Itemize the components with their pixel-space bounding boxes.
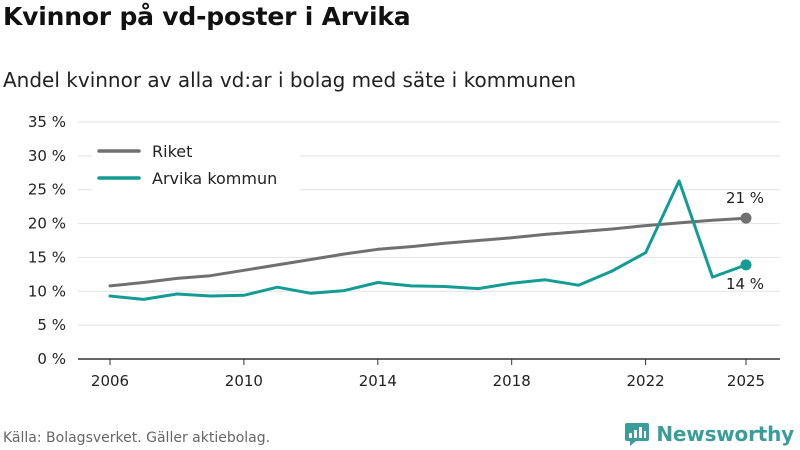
chart-title: Kvinnor på vd-poster i Arvika — [3, 2, 411, 31]
y-tick-label: 10 % — [28, 282, 66, 300]
x-tick-label: 2022 — [626, 372, 664, 390]
chart-subtitle: Andel kvinnor av alla vd:ar i bolag med … — [3, 68, 576, 92]
x-tick-label: 2025 — [727, 372, 765, 390]
x-tick-label: 2010 — [225, 372, 263, 390]
y-tick-label: 20 % — [28, 215, 66, 233]
end-label-riket: 21 % — [726, 189, 764, 207]
end-label-arvika: 14 % — [726, 275, 764, 293]
legend-label: Riket — [152, 142, 192, 161]
end-point-riket — [740, 212, 752, 224]
newsworthy-logo-icon — [625, 423, 650, 446]
x-tick-label: 2014 — [359, 372, 397, 390]
y-tick-label: 15 % — [28, 248, 66, 266]
y-tick-label: 0 % — [37, 350, 66, 368]
series-line-riket — [108, 216, 748, 288]
brand-name: Newsworthy — [656, 422, 794, 446]
legend-box — [92, 136, 300, 194]
brand-logo[interactable]: Newsworthy — [624, 421, 794, 447]
x-tick-label: 2006 — [91, 372, 129, 390]
series-line-arvika — [108, 179, 748, 301]
legend-label: Arvika kommun — [152, 169, 277, 188]
y-tick-label: 25 % — [28, 181, 66, 199]
y-tick-label: 35 % — [28, 113, 66, 131]
end-point-arvika — [740, 259, 752, 271]
y-tick-label: 30 % — [28, 147, 66, 165]
source-note: Källa: Bolagsverket. Gäller aktiebolag. — [3, 430, 271, 446]
y-tick-label: 5 % — [37, 316, 66, 334]
x-tick-label: 2018 — [493, 372, 531, 390]
